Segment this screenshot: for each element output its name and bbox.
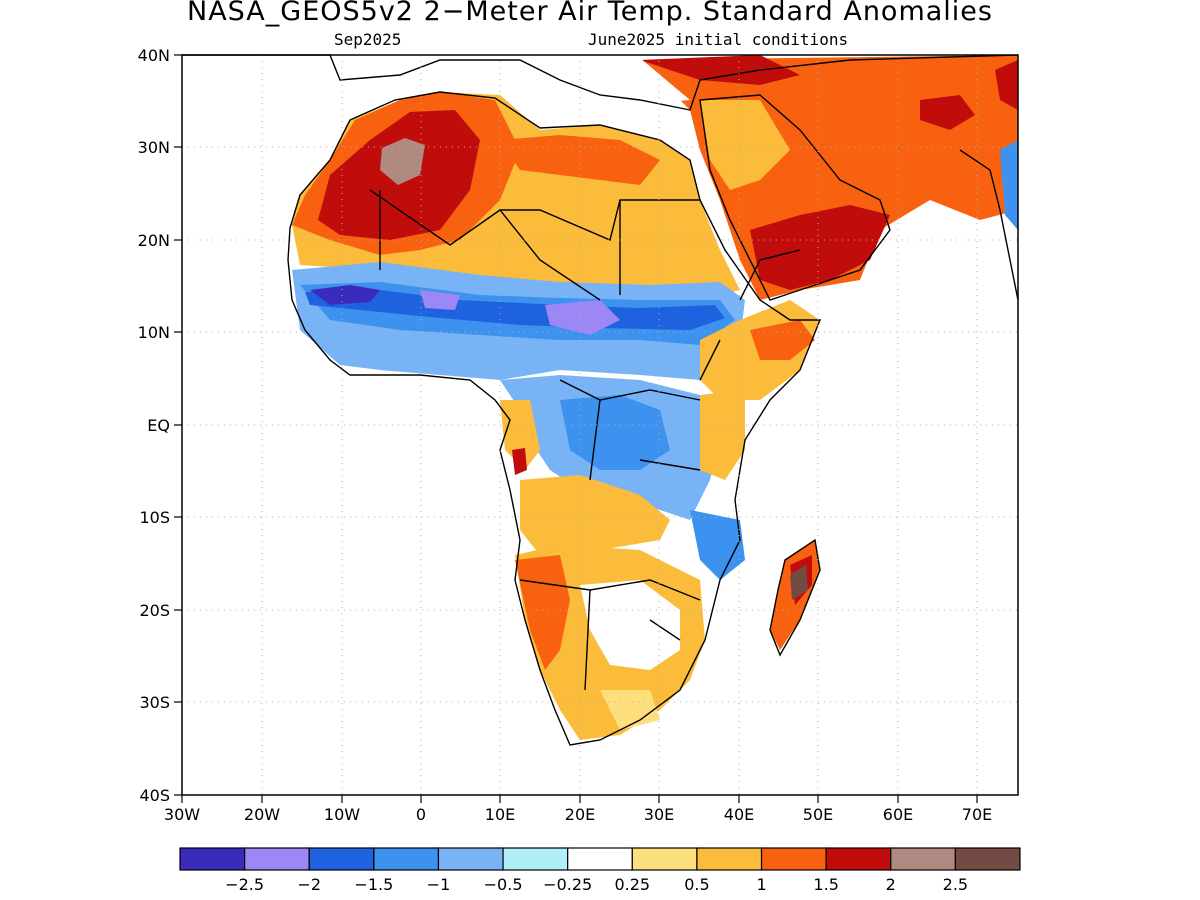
anomaly-region (750, 205, 890, 290)
anomaly-region (520, 475, 670, 555)
lon-label: 40E (724, 805, 754, 824)
anomaly-region (500, 58, 690, 105)
lon-label: 10E (485, 805, 515, 824)
colorbar-label: −0.25 (543, 875, 592, 894)
anomaly-region (790, 565, 808, 600)
lat-label: 30S (139, 693, 170, 712)
colorbar-label: −2 (297, 875, 321, 894)
lat-label: 40S (139, 786, 170, 805)
lon-label: 50E (803, 805, 833, 824)
anomaly-region (640, 55, 800, 85)
lon-label: 10W (324, 805, 360, 824)
anomaly-region (515, 555, 570, 670)
tick-marks (174, 54, 978, 803)
anomaly-region (1000, 140, 1018, 230)
lat-label: 30N (138, 138, 170, 157)
lon-label: 30E (644, 805, 674, 824)
lon-label: 60E (883, 805, 913, 824)
colorbar-swatch (825, 847, 892, 871)
colorbar-swatch (760, 847, 827, 871)
country-border (519, 579, 701, 691)
colorbar-label: 2.5 (943, 875, 968, 894)
lat-label: 10S (139, 508, 170, 527)
africa-coastline (287, 91, 822, 746)
colorbar-swatch (373, 847, 440, 871)
country-border (379, 190, 621, 301)
graticule (182, 55, 1018, 795)
anomaly-region (920, 95, 975, 130)
lon-label: 30W (164, 805, 200, 824)
lat-label: 40N (138, 46, 170, 65)
latitude-labels: 40N 30N 20N 10N EQ 10S 20S 30S 40S (138, 46, 170, 805)
anomaly-region (700, 100, 790, 190)
lat-label: EQ (147, 416, 170, 435)
colorbar-label: −1.5 (354, 875, 393, 894)
country-border (699, 249, 801, 381)
anomaly-region (512, 448, 527, 475)
lon-label: 70E (962, 805, 992, 824)
lon-label: 20E (565, 805, 595, 824)
colorbar-swatch (631, 847, 698, 871)
map-title: NASA_GEOS5v2 2−Meter Air Temp. Standard … (187, 0, 993, 27)
colorbar-swatch (179, 847, 246, 871)
colorbar-swatch (437, 847, 504, 871)
anomaly-region (560, 395, 670, 470)
anomaly-region (750, 320, 815, 360)
anomaly-region (690, 510, 745, 580)
anomaly-region (310, 285, 380, 305)
anomaly-field (292, 55, 1018, 740)
lon-label: 0 (416, 805, 426, 824)
colorbar-label: 0.5 (684, 875, 709, 894)
colorbar-swatch (954, 847, 1021, 871)
initial-conditions: June2025 initial conditions (588, 30, 849, 49)
colorbar-swatch (502, 847, 569, 871)
colorbar-swatch (244, 847, 310, 871)
colorbar-swatch (890, 847, 956, 871)
colorbar: −2.5 −2 −1.5 −1 −0.5 −0.25 0.25 0.5 1 1.5 2 2.5 (179, 847, 1021, 894)
lat-label: 10N (138, 323, 170, 342)
colorbar-label: 1 (756, 875, 766, 894)
colorbar-label: −0.5 (484, 875, 523, 894)
colorbar-label: 1.5 (813, 875, 838, 894)
lat-label: 20N (138, 231, 170, 250)
colorbar-label: −2.5 (225, 875, 264, 894)
forecast-month: Sep2025 (334, 30, 402, 49)
colorbar-swatch (696, 847, 763, 871)
longitude-labels: 30W 20W 10W 0 10E 20E 30E 40E 50E 60E 70… (164, 805, 992, 824)
anomaly-region (545, 300, 620, 335)
anomaly-region (500, 400, 540, 470)
coastlines (182, 54, 1018, 746)
colorbar-label: −1 (427, 875, 451, 894)
colorbar-swatch (567, 847, 633, 871)
madagascar-coastline (769, 538, 821, 657)
anomaly-region (420, 290, 460, 310)
anomaly-region (380, 138, 425, 185)
anomaly-region (580, 580, 680, 670)
anomaly-region (700, 390, 745, 480)
country-border (559, 379, 701, 481)
lat-label: 20S (139, 601, 170, 620)
colorbar-label: 0.25 (614, 875, 650, 894)
anomaly-region (600, 690, 660, 730)
india-coastline (959, 149, 1018, 301)
lon-label: 20W (244, 805, 280, 824)
anomaly-region (995, 60, 1018, 110)
arabia-coastline (699, 94, 891, 301)
colorbar-swatch (308, 847, 375, 871)
europe-coastline (182, 54, 1018, 111)
colorbar-label: 2 (886, 875, 896, 894)
